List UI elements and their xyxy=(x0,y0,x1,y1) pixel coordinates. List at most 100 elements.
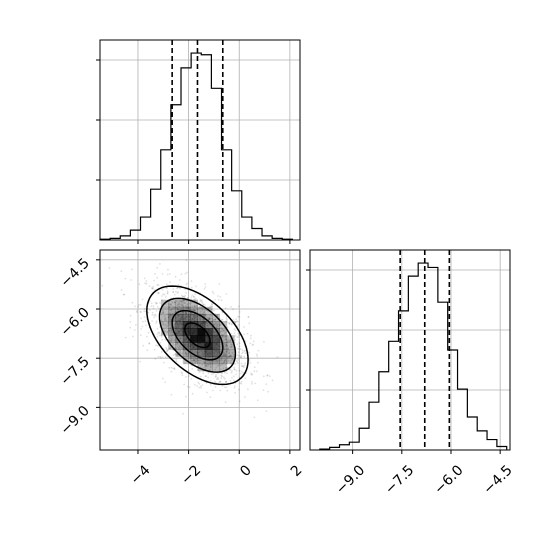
scatter-point xyxy=(225,366,228,369)
scatter-point xyxy=(222,335,225,338)
scatter-point xyxy=(209,369,212,371)
scatter-point xyxy=(186,282,189,285)
scatter-point xyxy=(235,318,238,321)
scatter-point xyxy=(228,352,231,355)
scatter-point xyxy=(204,361,207,364)
scatter-point xyxy=(194,351,197,353)
scatter-point xyxy=(206,324,209,327)
scatter-point xyxy=(162,323,165,326)
scatter-point xyxy=(170,326,173,329)
scatter-point xyxy=(262,375,265,378)
scatter-point xyxy=(193,304,196,307)
scatter-point xyxy=(164,296,167,298)
scatter-point xyxy=(170,309,173,311)
scatter-point xyxy=(229,354,232,357)
scatter-point xyxy=(218,381,221,384)
density-cell xyxy=(175,342,184,350)
scatter-point xyxy=(186,297,189,299)
scatter-point xyxy=(173,319,175,322)
scatter-point xyxy=(148,342,151,345)
scatter-point xyxy=(202,366,205,369)
scatter-point xyxy=(172,291,175,294)
scatter-point xyxy=(174,311,176,314)
scatter-point xyxy=(196,308,199,311)
scatter-point xyxy=(178,301,181,303)
density-cell xyxy=(160,321,169,329)
scatter-point xyxy=(227,339,230,341)
scatter-point xyxy=(198,386,201,389)
scatter-point xyxy=(185,283,188,286)
scatter-point xyxy=(243,366,245,369)
scatter-point xyxy=(240,356,243,359)
scatter-point xyxy=(160,334,162,337)
scatter-point xyxy=(156,276,159,279)
scatter-point xyxy=(143,310,146,312)
scatter-point xyxy=(162,322,165,325)
scatter-point xyxy=(144,282,147,285)
scatter-point xyxy=(207,356,210,359)
scatter-point xyxy=(143,316,146,318)
scatter-point xyxy=(162,377,164,380)
scatter-point xyxy=(156,266,159,269)
scatter-point xyxy=(219,389,222,392)
scatter-point xyxy=(234,385,236,388)
scatter-point xyxy=(227,359,230,362)
scatter-point xyxy=(167,303,170,305)
scatter-point xyxy=(205,365,208,368)
scatter-point xyxy=(250,373,253,376)
scatter-point xyxy=(212,292,215,295)
scatter-point xyxy=(173,293,176,296)
scatter-point xyxy=(169,313,172,315)
scatter-point xyxy=(108,267,111,269)
scatter-point xyxy=(206,322,209,325)
scatter-point xyxy=(233,387,236,389)
scatter-point xyxy=(244,340,247,343)
scatter-point xyxy=(198,359,200,362)
scatter-point xyxy=(234,338,237,341)
scatter-point xyxy=(176,341,179,344)
scatter-point xyxy=(151,311,154,314)
scatter-point xyxy=(167,336,170,338)
scatter-point xyxy=(198,307,201,309)
scatter-point xyxy=(236,361,239,363)
scatter-point xyxy=(182,299,185,302)
density-cell xyxy=(190,342,198,350)
scatter-point xyxy=(243,333,246,336)
density-cell xyxy=(182,313,191,322)
density-cell xyxy=(204,363,213,372)
scatter-point xyxy=(141,325,144,328)
scatter-point xyxy=(208,307,211,309)
scatter-point xyxy=(233,368,236,371)
scatter-point xyxy=(225,361,228,364)
scatter-point xyxy=(185,292,188,294)
scatter-point xyxy=(157,284,160,286)
scatter-point xyxy=(134,305,136,308)
scatter-point xyxy=(170,335,173,337)
scatter-point xyxy=(229,355,232,357)
scatter-point xyxy=(179,335,182,338)
scatter-point xyxy=(203,311,205,314)
scatter-point xyxy=(166,290,169,293)
scatter-point xyxy=(216,364,219,367)
scatter-point xyxy=(237,320,239,323)
scatter-point xyxy=(181,374,184,376)
scatter-point xyxy=(157,292,160,294)
scatter-point xyxy=(239,356,242,359)
scatter-point xyxy=(220,323,223,325)
scatter-point xyxy=(180,300,183,303)
scatter-point xyxy=(173,326,175,329)
scatter-point xyxy=(219,345,222,348)
scatter-point xyxy=(196,304,199,307)
scatter-point xyxy=(170,370,173,373)
scatter-point xyxy=(131,301,134,304)
scatter-point xyxy=(213,309,215,312)
scatter-point xyxy=(191,305,194,307)
scatter-point xyxy=(231,358,234,360)
scatter-point xyxy=(229,362,232,364)
scatter-point xyxy=(210,305,213,308)
density-cell xyxy=(204,349,213,358)
scatter-point xyxy=(191,294,194,296)
scatter-point xyxy=(166,331,169,333)
density-cell xyxy=(204,328,213,336)
scatter-point xyxy=(172,367,175,370)
